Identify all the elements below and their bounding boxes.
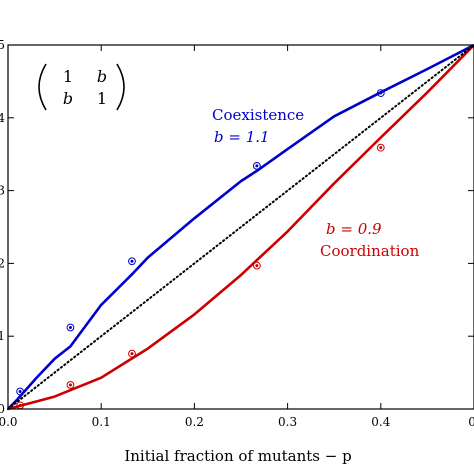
data-point <box>376 143 385 152</box>
matrix-right-paren <box>116 63 125 111</box>
annotation-coexistence: Coexistence <box>212 106 304 124</box>
data-point <box>376 89 385 97</box>
data-point <box>66 323 75 332</box>
data-point <box>252 261 261 270</box>
x-tick-label: 0.4 <box>371 415 390 429</box>
y-tick-label: 2 <box>0 256 5 270</box>
y-tick-label: 1 <box>0 329 5 343</box>
annotation-b-coordination: b = 0.9 <box>326 220 382 238</box>
data-point <box>16 387 25 396</box>
data-point-core <box>255 164 259 168</box>
matrix-left-paren <box>38 63 47 111</box>
plot-area <box>7 43 474 411</box>
matrix-entry-a: 1 <box>63 67 73 86</box>
data-point <box>252 161 261 170</box>
x-tick-label: 0.1 <box>92 415 111 429</box>
data-point-core <box>18 403 22 407</box>
data-point-core <box>68 383 72 387</box>
y-tick-label: 0 <box>0 402 5 416</box>
data-point-core <box>379 91 383 95</box>
annotation-coordination: Coordination <box>320 242 420 260</box>
data-point <box>128 349 136 358</box>
data-point-core <box>18 390 22 394</box>
x-axis-title: Initial fraction of mutants − p <box>124 447 351 465</box>
payoff-matrix: 1 b b 1 <box>38 63 125 111</box>
x-tick-label: 0. <box>468 415 474 429</box>
series-line <box>7 43 474 410</box>
matrix-entry-b: b <box>97 67 107 86</box>
data-point-core <box>68 325 72 329</box>
reference-diagonal-line <box>7 44 474 410</box>
data-point-core <box>379 146 383 150</box>
data-point <box>66 381 75 389</box>
x-tick-label: 0.0 <box>0 415 18 429</box>
data-point-core <box>130 259 134 263</box>
x-tick-label: 0.3 <box>278 415 297 429</box>
y-tick-label: 3 <box>0 184 5 198</box>
data-point <box>128 257 136 266</box>
y-tick-label: 4 <box>0 111 5 125</box>
annotation-b-coexistence: b = 1.1 <box>214 128 270 146</box>
data-point-core <box>130 352 134 356</box>
series-line <box>7 44 474 411</box>
x-tick-label: 0.2 <box>185 415 204 429</box>
matrix-entry-c: b <box>63 89 73 108</box>
plot-frame <box>7 44 474 410</box>
y-tick-label: 5 <box>0 38 5 52</box>
data-point-core <box>255 264 259 268</box>
matrix-entry-d: 1 <box>97 89 107 108</box>
